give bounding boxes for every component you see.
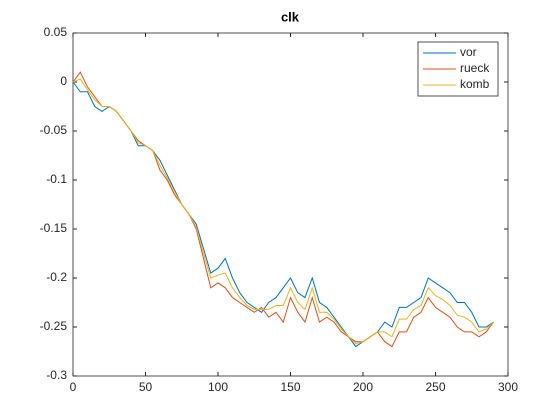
x-tick-label: 100: [208, 380, 228, 394]
series-line: [72, 71, 494, 348]
legend-label: vor: [460, 45, 477, 59]
y-tick-label: -0.2: [46, 270, 67, 284]
x-tick-label: 250: [425, 380, 445, 394]
x-tick-label: 150: [280, 380, 300, 394]
chart-title: clk: [281, 9, 300, 24]
legend-label: rueck: [460, 61, 490, 75]
x-tick-label: 300: [498, 380, 518, 394]
legend-label: komb: [460, 77, 490, 91]
y-tick-label: -0.25: [40, 319, 68, 333]
y-tick-label: -0.05: [40, 123, 68, 137]
x-tick-label: 0: [70, 380, 77, 394]
series-line: [72, 81, 494, 348]
y-tick-label: -0.15: [40, 221, 68, 235]
y-tick-label: 0.05: [44, 25, 68, 39]
series-line: [72, 78, 494, 345]
y-tick-label: 0: [60, 74, 67, 88]
y-tick-label: -0.1: [46, 172, 67, 186]
x-tick-label: 200: [353, 380, 373, 394]
y-tick-label: -0.3: [46, 368, 67, 382]
x-tick-label: 50: [139, 380, 153, 394]
